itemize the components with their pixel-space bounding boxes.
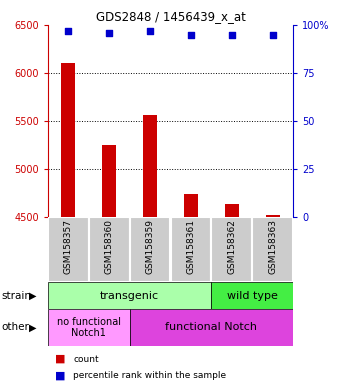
Point bbox=[270, 31, 276, 38]
Text: GSM158362: GSM158362 bbox=[227, 219, 236, 274]
Point bbox=[147, 28, 153, 34]
Bar bbox=[143, 115, 157, 217]
Text: percentile rank within the sample: percentile rank within the sample bbox=[73, 371, 226, 380]
Text: count: count bbox=[73, 354, 99, 364]
Bar bbox=[266, 215, 280, 217]
Text: strain: strain bbox=[2, 291, 32, 301]
Bar bbox=[102, 145, 116, 217]
Bar bbox=[252, 217, 293, 282]
Point bbox=[65, 28, 71, 34]
Text: GSM158360: GSM158360 bbox=[105, 219, 114, 274]
Text: no functional
Notch1: no functional Notch1 bbox=[57, 316, 121, 338]
Text: GSM158363: GSM158363 bbox=[268, 219, 277, 274]
Bar bbox=[170, 217, 211, 282]
Text: transgenic: transgenic bbox=[100, 291, 159, 301]
Bar bbox=[184, 194, 198, 217]
Text: functional Notch: functional Notch bbox=[165, 322, 257, 333]
Bar bbox=[48, 217, 89, 282]
Bar bbox=[211, 282, 293, 309]
Point bbox=[188, 31, 194, 38]
Bar bbox=[89, 217, 130, 282]
Text: ■: ■ bbox=[55, 354, 65, 364]
Bar bbox=[48, 309, 130, 346]
Point bbox=[106, 30, 112, 36]
Text: ▶: ▶ bbox=[29, 322, 36, 333]
Text: other: other bbox=[2, 322, 30, 333]
Point bbox=[229, 31, 235, 38]
Bar bbox=[130, 217, 170, 282]
Text: GSM158359: GSM158359 bbox=[146, 219, 154, 274]
Bar bbox=[61, 63, 75, 217]
Text: wild type: wild type bbox=[227, 291, 278, 301]
Bar bbox=[211, 217, 252, 282]
Text: GSM158357: GSM158357 bbox=[64, 219, 73, 274]
Text: ■: ■ bbox=[55, 371, 65, 381]
Text: ▶: ▶ bbox=[29, 291, 36, 301]
Text: GDS2848 / 1456439_x_at: GDS2848 / 1456439_x_at bbox=[95, 10, 246, 23]
Bar bbox=[130, 309, 293, 346]
Text: GSM158361: GSM158361 bbox=[187, 219, 195, 274]
Bar bbox=[48, 282, 211, 309]
Bar bbox=[225, 204, 239, 217]
